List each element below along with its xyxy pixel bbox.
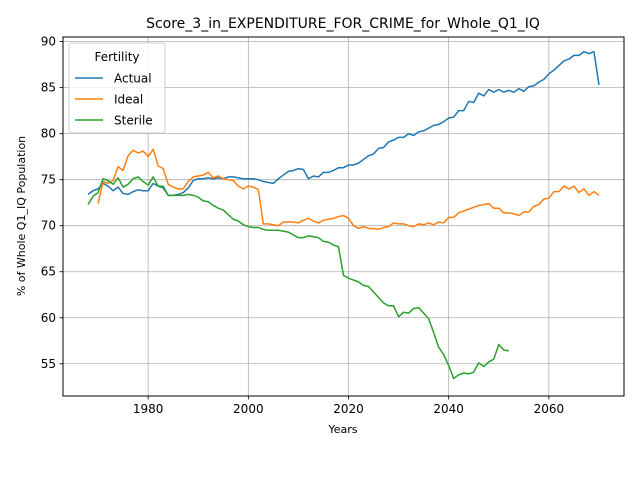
x-tick-label: 2040 [433,402,464,416]
y-tick-label: 90 [41,35,56,49]
legend-box [68,42,166,134]
x-tick-label: 2060 [534,402,565,416]
legend-title: Fertility [94,50,139,64]
y-tick-label: 70 [41,219,56,233]
y-tick-label: 85 [41,81,56,95]
plot-frame [62,36,625,397]
y-tick-label: 80 [41,127,56,141]
grid-lines [63,37,624,396]
x-axis: 1980 2000 2020 2040 2060 [133,396,564,416]
x-tick-label: 2000 [233,402,264,416]
legend-label-ideal: Ideal [114,93,143,107]
y-tick-label: 60 [41,311,56,325]
chart-title: Score_3_in_EXPENDITURE_FOR_CRIME_for_Who… [146,16,540,32]
y-axis-title: % of Whole Q1_IQ Population [15,136,28,296]
legend-label-actual: Actual [114,72,152,86]
legend-label-sterile: Sterile [114,114,153,128]
y-tick-label: 55 [41,357,56,371]
x-tick-label: 2020 [333,402,364,416]
series-line-sterile [87,176,509,380]
y-tick-label: 75 [41,173,56,187]
x-axis-title: Years [327,423,357,436]
series-line-ideal [97,148,600,231]
legend: Fertility Actual Ideal Sterile [68,42,166,134]
y-tick-label: 65 [41,265,56,279]
x-tick-label: 1980 [133,402,164,416]
series-layer [87,50,600,380]
y-axis: 55 60 65 70 75 80 85 90 [41,35,63,371]
